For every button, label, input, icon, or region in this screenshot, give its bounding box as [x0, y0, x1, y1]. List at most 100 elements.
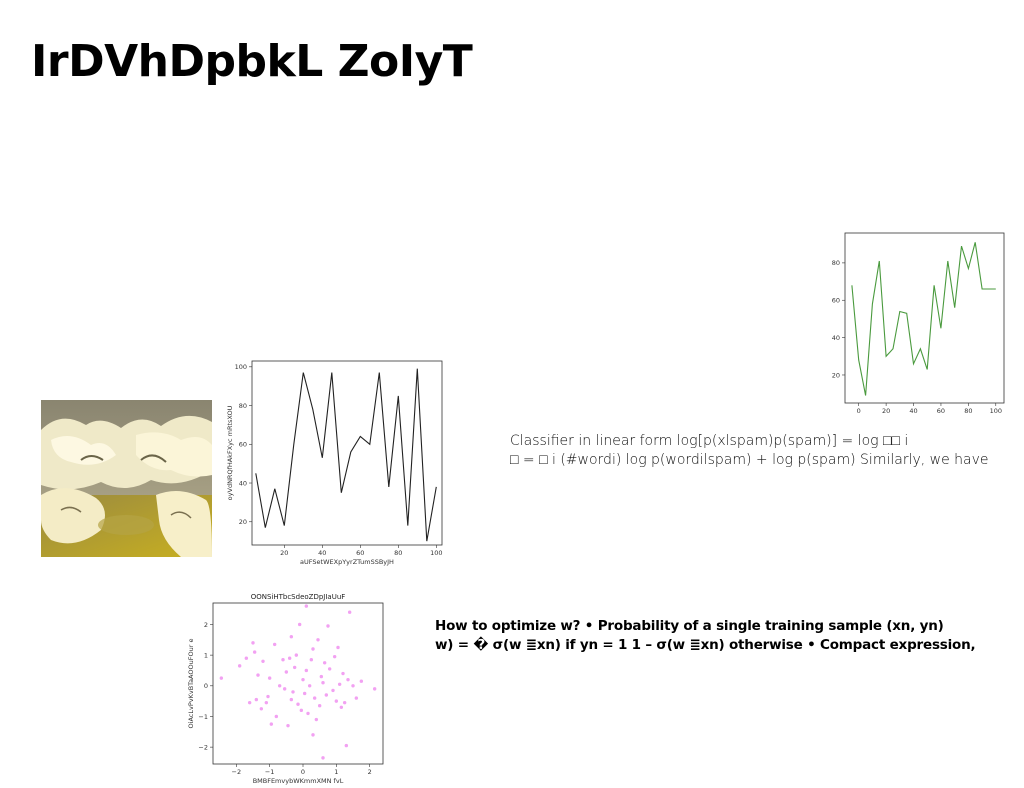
scatter-point	[254, 697, 259, 702]
scatter-point	[319, 674, 324, 679]
scatter-point	[219, 676, 224, 680]
scatter-point	[251, 641, 255, 645]
scatter-point	[359, 679, 364, 683]
scatter-point	[294, 653, 299, 657]
scatter-point	[297, 622, 302, 627]
scatter-point	[282, 687, 287, 691]
scatter-point	[274, 714, 279, 719]
scatter-point	[339, 705, 344, 709]
scatter-point	[336, 645, 340, 650]
scatter-point	[321, 756, 325, 760]
scatter-chart: −2 −1 0 1 2 −2 −1 0 1 2 OONSiHTbcSdeoZDpJIaUuF BMBF…	[187, 590, 388, 786]
y-tick-label: 0	[204, 682, 208, 690]
scatter-point	[317, 704, 322, 708]
scatter-point	[247, 700, 252, 705]
x-tick-label: 80	[964, 407, 972, 415]
scatter-point	[296, 702, 300, 706]
y-tick-label: −1	[198, 713, 208, 721]
optimize-line-1: How to optimize w? • Probability of a si…	[435, 618, 944, 634]
y-tick-label: 60	[832, 297, 840, 305]
classifier-line-2: □ = □ i (#wordi) log p(wordilspam) + log…	[510, 452, 989, 468]
scatter-point	[292, 665, 297, 670]
y-tick-label: 60	[239, 441, 247, 449]
y-tick-label: 40	[239, 479, 247, 487]
series-line	[255, 368, 437, 542]
y-axis-label: oyVdNRQfHAkFXyc mRtsXOU	[226, 405, 234, 500]
scatter-point	[261, 659, 265, 663]
ice-landscape-photo	[41, 400, 212, 557]
line-chart-green: 0 20 40 60 80 100 20 40 60 80	[826, 228, 1012, 416]
scatter-point	[304, 668, 309, 673]
x-tick-label: 100	[990, 407, 1002, 415]
scatter-point	[337, 682, 342, 686]
scatter-point	[331, 688, 335, 693]
x-tick-label: 80	[394, 549, 402, 557]
scatter-point	[301, 677, 305, 682]
classifier-text: Classifier in linear form log[p(xlspam)p…	[510, 432, 989, 470]
y-tick-label: −2	[198, 743, 208, 751]
scatter-point	[277, 684, 282, 688]
scatter-point	[307, 684, 312, 688]
scatter-point	[342, 700, 347, 705]
x-tick-label: 20	[882, 407, 890, 415]
x-tick-label: 40	[909, 407, 917, 415]
y-tick-label: 2	[204, 621, 208, 629]
y-tick-label: 100	[235, 363, 247, 371]
x-tick-label: 60	[356, 549, 364, 557]
x-tick-label: 0	[301, 768, 305, 776]
scatter-point	[314, 717, 319, 722]
scatter-point	[344, 743, 349, 748]
scatter-point	[312, 696, 317, 700]
scatter-point	[326, 624, 330, 628]
scatter-point	[256, 673, 260, 677]
scatter-point	[302, 691, 307, 696]
scatter-point	[281, 658, 285, 662]
scatter-point	[291, 690, 295, 694]
y-tick-label: 20	[832, 371, 840, 379]
x-axis-label: aUFSetWEXpYyrZTumSSByJH	[300, 558, 394, 566]
scatter-point	[354, 696, 359, 700]
line-chart-black: 20 40 60 80 100 20 40 60 80 100 aUFSetWEXpYyrZTumS…	[222, 355, 447, 570]
scatter-point	[252, 650, 257, 654]
y-tick-label: 80	[832, 259, 840, 267]
x-tick-label: 60	[937, 407, 945, 415]
x-tick-label: −2	[232, 768, 242, 776]
x-tick-label: 2	[368, 768, 372, 776]
scatter-point	[289, 697, 294, 702]
x-tick-label: 0	[857, 407, 861, 415]
scatter-point	[259, 707, 264, 711]
scatter-point	[267, 676, 272, 680]
scatter-point	[372, 687, 377, 691]
plot-frame	[251, 360, 443, 546]
classifier-line-1: Classifier in linear form log[p(xlspam)p…	[510, 433, 909, 449]
x-tick-label: 1	[334, 768, 338, 776]
scatter-point	[299, 708, 304, 713]
scatter-point	[272, 642, 277, 647]
scatter-point	[327, 667, 332, 671]
x-axis-label: BMBFEmvybWKmmXMN fvL	[253, 777, 344, 785]
chart-title: OONSiHTbcSdeoZDpJIaUuF	[251, 593, 346, 601]
scatter-point	[346, 677, 350, 682]
scatter-point	[269, 722, 274, 726]
scatter-point	[334, 699, 339, 703]
scatter-point	[266, 694, 270, 699]
scatter-point	[309, 658, 314, 662]
optimize-text: How to optimize w? • Probability of a si…	[435, 617, 976, 655]
scatter-point	[321, 681, 325, 685]
scatter-point	[347, 610, 352, 614]
y-tick-label: 20	[239, 518, 247, 526]
scatter-point	[289, 635, 294, 639]
scatter-point	[244, 656, 249, 660]
scatter-point	[351, 684, 355, 688]
x-tick-label: −1	[265, 768, 275, 776]
scatter-point	[322, 661, 327, 665]
scatter-point	[341, 671, 345, 676]
scatter-point	[316, 638, 320, 642]
y-tick-label: 80	[239, 402, 247, 410]
scatter-point	[306, 711, 310, 716]
x-tick-label: 20	[280, 549, 288, 557]
plot-frame	[212, 602, 384, 765]
scatter-point	[311, 647, 315, 651]
slide-title: IrDVhDpbkL ZoIyT	[31, 36, 473, 87]
x-tick-label: 40	[318, 549, 326, 557]
